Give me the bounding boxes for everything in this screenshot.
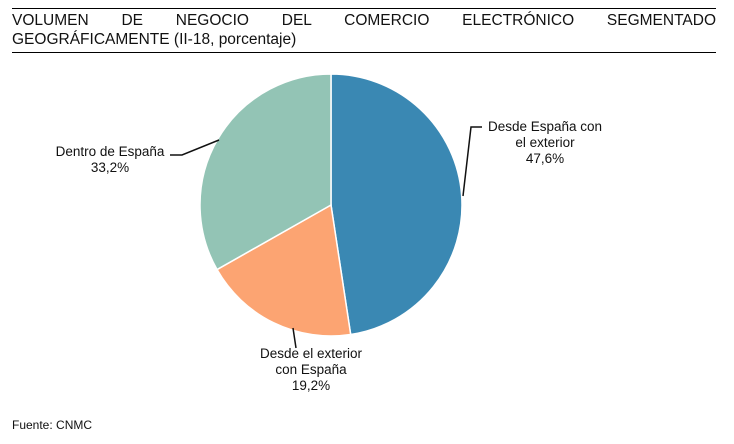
data-label-desde-el-exterior-con-espana: Desde el exterior [260,346,363,361]
data-label-desde-espana-con-el-exterior: el exterior [515,135,575,150]
leader-line-desde-espana-con-el-exterior [462,126,482,197]
pie-slice-desde-el-exterior-con-espana [215,203,352,337]
source-note: Fuente: CNMC [12,418,93,432]
leader-line-dentro-de-espana [170,139,220,156]
data-label-dentro-de-espana: Dentro de España [56,144,165,159]
chart-title: VOLUMEN DE NEGOCIO DEL COMERCIO ELECTRÓN… [12,8,716,53]
chart-title-line-2: GEOGRÁFICAMENTE (II-18, porcentaje) [12,31,297,48]
chart-title-line-1: VOLUMEN DE NEGOCIO DEL COMERCIO ELECTRÓN… [12,12,716,29]
data-label-value-desde-espana-con-el-exterior: 47,6% [526,151,564,166]
data-label-value-desde-el-exterior-con-espana: 19,2% [292,378,330,393]
pie-slice-desde-espana-con-el-exterior [330,73,463,336]
data-label-value-dentro-de-espana: 33,2% [91,160,129,175]
pie-slice-dentro-de-espana [199,73,332,271]
leader-line-desde-el-exterior-con-espana [292,327,297,349]
data-label-desde-espana-con-el-exterior: Desde España con [488,119,602,134]
data-label-desde-el-exterior-con-espana: con España [275,362,347,377]
